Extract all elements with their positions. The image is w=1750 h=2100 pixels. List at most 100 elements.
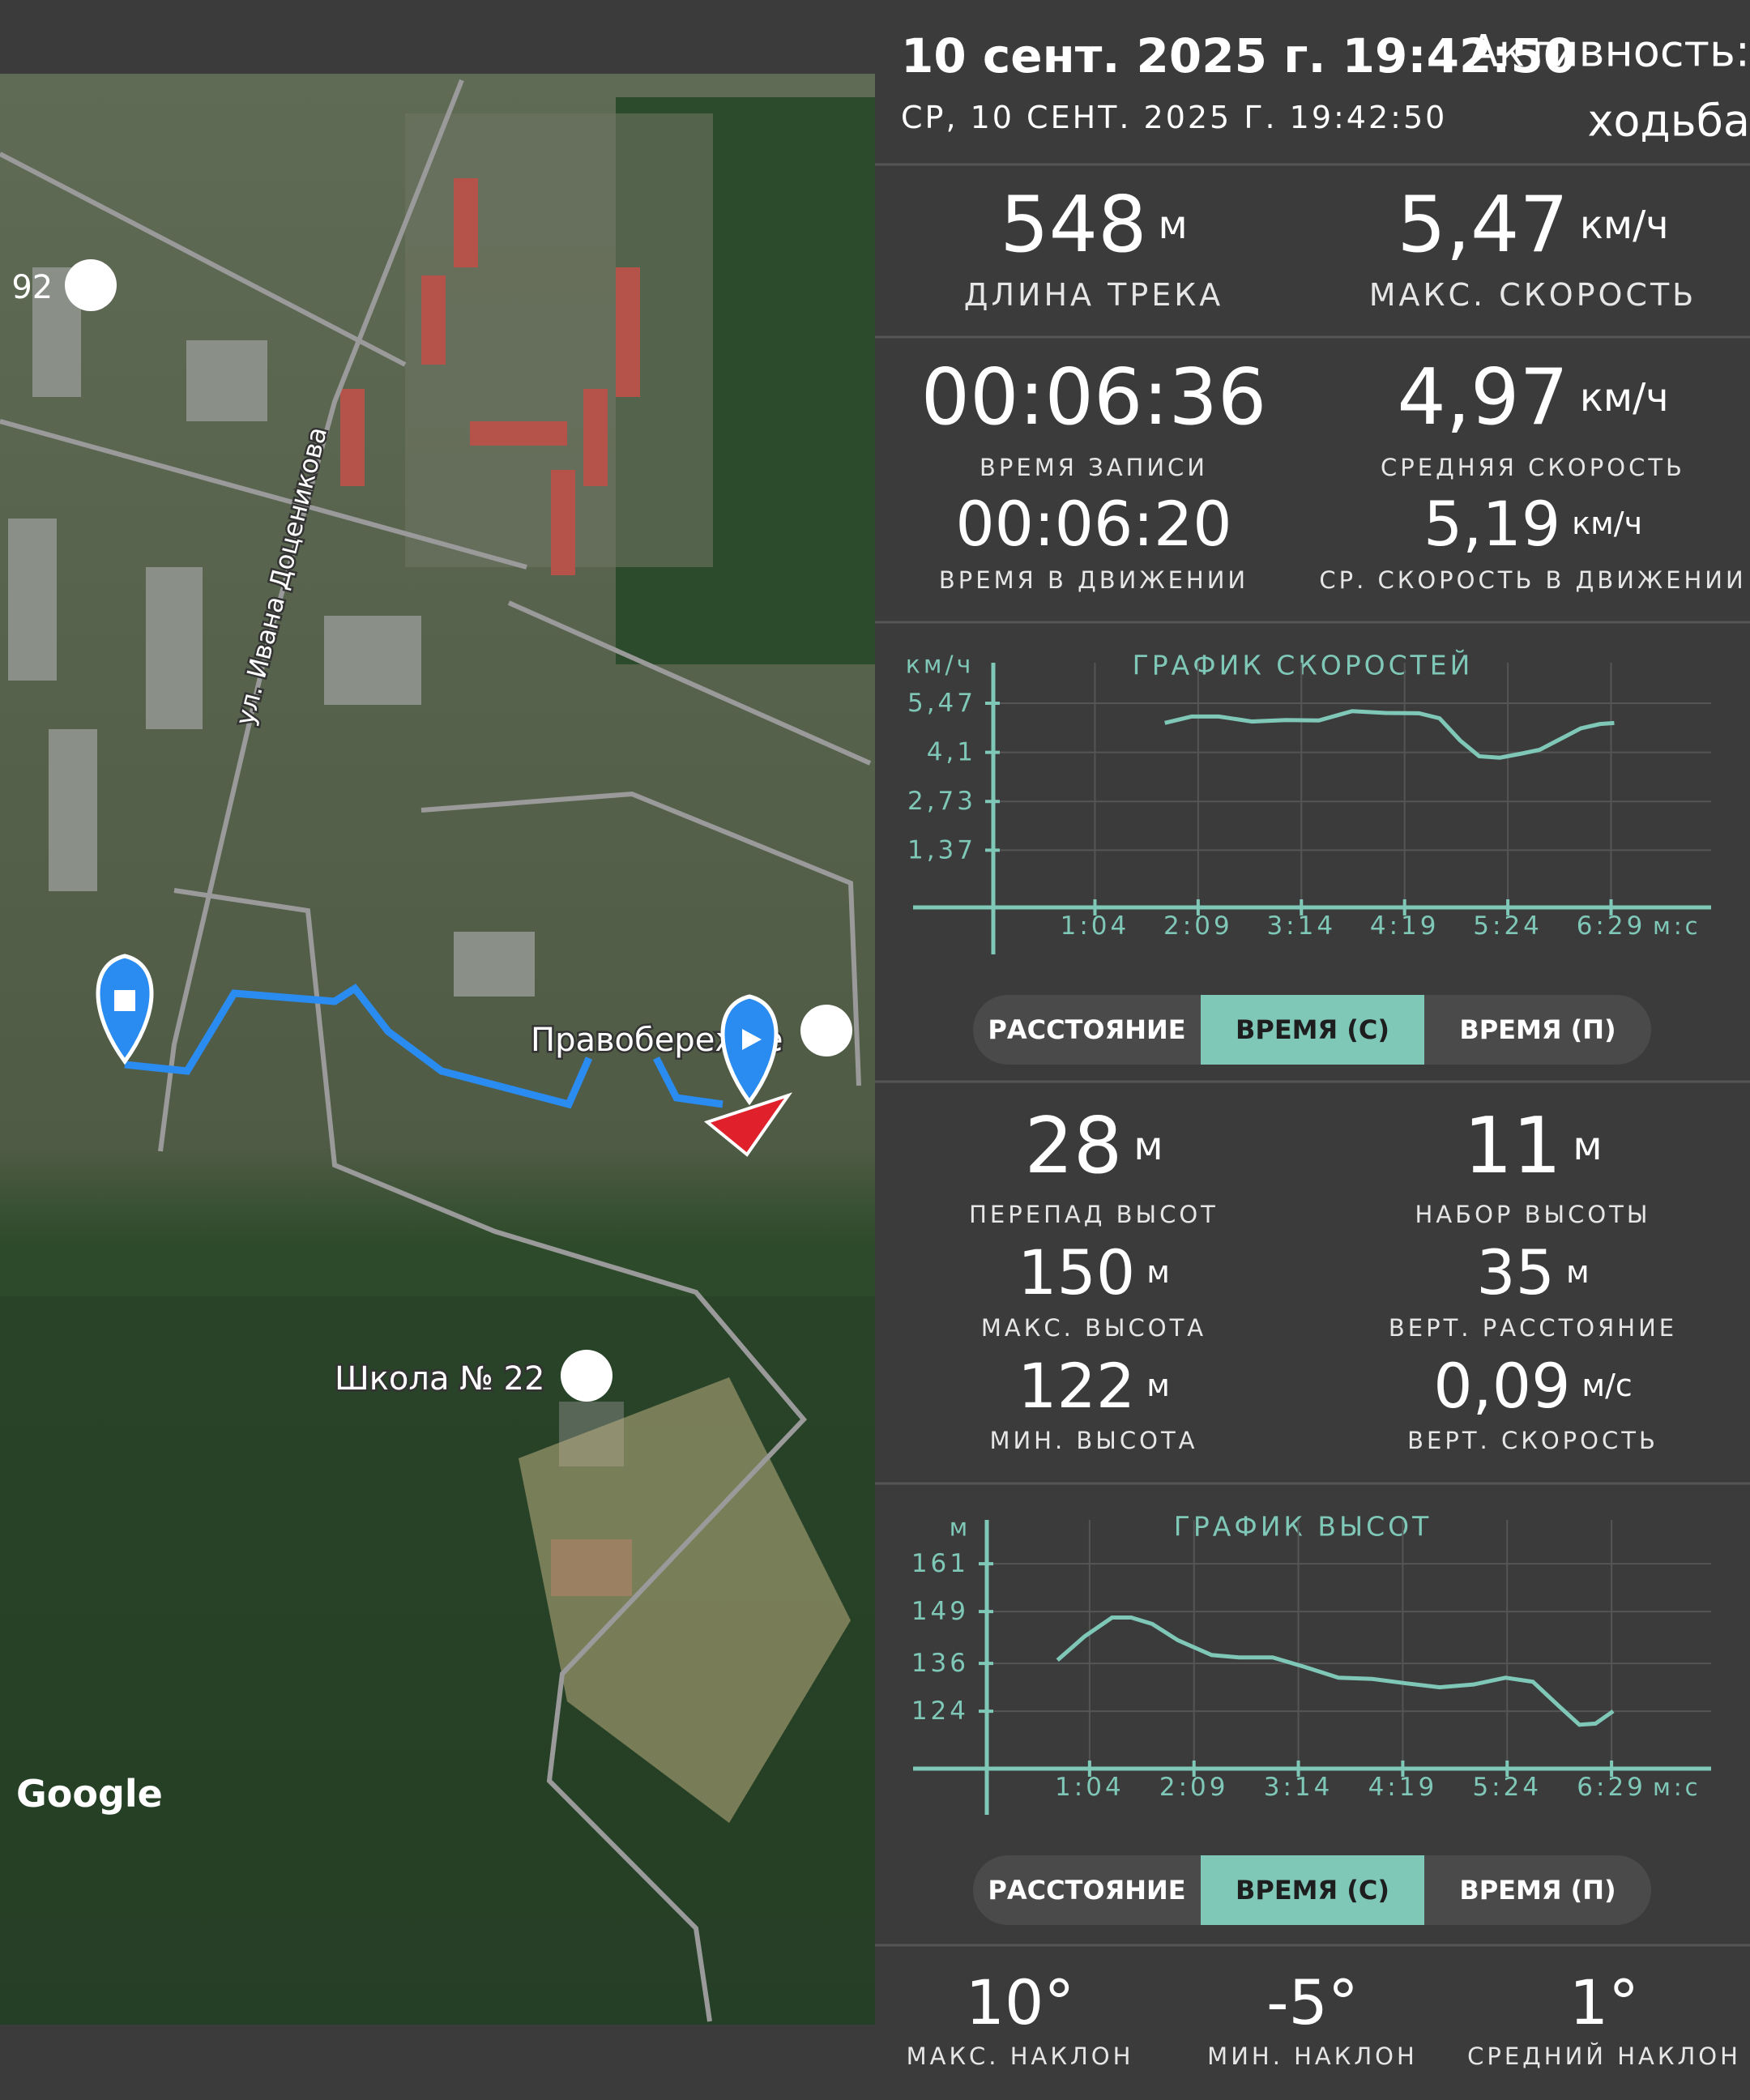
value: 5,47 bbox=[1397, 181, 1569, 270]
x-tick-label: 1:04 bbox=[1055, 1773, 1125, 1802]
x-tick-label: 3:14 bbox=[1264, 1773, 1334, 1802]
activity: ходьба bbox=[1587, 96, 1750, 147]
x-tick-label: 2:09 bbox=[1163, 911, 1233, 941]
x-tick-label: 4:19 bbox=[1368, 1773, 1438, 1802]
x-tick-label: 6:29 bbox=[1577, 911, 1646, 941]
x-tick-label: 1:04 bbox=[1061, 911, 1130, 941]
school-icon bbox=[65, 259, 117, 311]
header-subtitle: СР, 10 СЕНТ. 2025 Г. 19:42:50 bbox=[901, 100, 1447, 135]
y-tick-label: 2,73 bbox=[907, 787, 976, 816]
x-tick-label: 5:24 bbox=[1472, 1773, 1542, 1802]
tab[interactable]: ВРЕМЯ (С) bbox=[1236, 1014, 1389, 1045]
sand bbox=[519, 1377, 851, 1823]
stat-label: СР. СКОРОСТЬ В ДВИЖЕНИИ bbox=[1319, 566, 1746, 594]
start-icon bbox=[114, 990, 135, 1011]
tab-selected bbox=[1201, 1855, 1424, 1925]
separators bbox=[875, 163, 1750, 1947]
x-tick-label: 2:09 bbox=[1159, 1773, 1229, 1802]
chart-title: ГРАФИК СКОРОСТЕЙ bbox=[1133, 649, 1474, 681]
tab-selected bbox=[1201, 995, 1424, 1065]
value: 4,97 bbox=[1397, 353, 1569, 442]
activity-label: Активность: bbox=[1469, 26, 1750, 77]
tab[interactable]: ВРЕМЯ (П) bbox=[1459, 1875, 1616, 1906]
attribution: Google bbox=[16, 1772, 163, 1816]
chart-title: ГРАФИК ВЫСОТ bbox=[1174, 1511, 1432, 1543]
buildings bbox=[8, 267, 624, 1466]
stat-label: МАКС. НАКЛОН bbox=[907, 2042, 1134, 2070]
y-unit: м bbox=[950, 1514, 971, 1543]
value: 5,19 bbox=[1423, 488, 1560, 560]
stat-label: МАКС. СКОРОСТЬ bbox=[1369, 277, 1697, 313]
stat-value: 5,47 км/ч bbox=[1397, 181, 1668, 270]
tab[interactable]: ВРЕМЯ (П) bbox=[1459, 1014, 1616, 1045]
map: № 92 ул. Ивана Доценикова Правобережье Ш… bbox=[0, 74, 875, 2025]
y-tick-label: 161 bbox=[911, 1549, 969, 1578]
stat-label: ВЕРТ. СКОРОСТЬ bbox=[1407, 1427, 1658, 1454]
stat-value: 122 м bbox=[1018, 1350, 1170, 1422]
value: 10° bbox=[966, 1966, 1075, 2038]
stat-value: 00:06:20 bbox=[955, 488, 1231, 560]
stat-label: НАБОР ВЫСОТЫ bbox=[1415, 1201, 1651, 1228]
value: 00:06:36 bbox=[921, 353, 1267, 442]
stat-label: МИН. ВЫСОТА bbox=[989, 1427, 1197, 1454]
unit: м bbox=[1159, 203, 1188, 248]
stat-value: 10° bbox=[966, 1966, 1075, 2038]
stat-label: ВРЕМЯ В ДВИЖЕНИИ bbox=[939, 566, 1248, 594]
value: 00:06:20 bbox=[955, 488, 1231, 560]
stat-value: -5° bbox=[1266, 1966, 1359, 2038]
roads bbox=[0, 79, 872, 2022]
value: -5° bbox=[1266, 1966, 1359, 2038]
unit: м bbox=[1573, 1124, 1602, 1169]
tab[interactable]: РАССТОЯНИЕ bbox=[988, 1875, 1185, 1906]
tab[interactable]: ВРЕМЯ (С) bbox=[1236, 1875, 1389, 1906]
map-label: Школа № 22 bbox=[335, 1360, 544, 1398]
unit: м/с bbox=[1581, 1368, 1632, 1403]
x-tick-label: 3:14 bbox=[1266, 911, 1336, 941]
stat-value: 150 м bbox=[1018, 1236, 1170, 1308]
unit: м bbox=[1133, 1124, 1163, 1169]
stat-value: 0,09 м/с bbox=[1433, 1350, 1633, 1422]
stat-label: ВРЕМЯ ЗАПИСИ bbox=[980, 454, 1208, 481]
roofs bbox=[340, 178, 640, 1596]
stat-value: 35 м bbox=[1476, 1236, 1589, 1308]
unit: км/ч bbox=[1580, 375, 1669, 420]
stat-label: МИН. НАКЛОН bbox=[1207, 2042, 1418, 2070]
tab[interactable]: РАССТОЯНИЕ bbox=[988, 1014, 1185, 1045]
x-tick-label: 6:29 bbox=[1577, 1773, 1646, 1802]
unit: м bbox=[1146, 1368, 1170, 1403]
y-tick-label: 4,1 bbox=[927, 738, 976, 767]
end-icon bbox=[742, 1029, 762, 1050]
data-line bbox=[1056, 1616, 1615, 1727]
stat-value: 548 м bbox=[1000, 181, 1188, 270]
map-label: № 92 bbox=[0, 269, 53, 306]
y-tick-label: 136 bbox=[911, 1649, 969, 1678]
y-unit: км/ч bbox=[906, 651, 975, 680]
x-tick-label: 4:19 bbox=[1370, 911, 1440, 941]
stat-label: ПЕРЕПАД ВЫСОТ bbox=[969, 1201, 1219, 1228]
route bbox=[124, 983, 593, 1109]
y-tick-label: 5,47 bbox=[907, 689, 976, 718]
value: 548 bbox=[1000, 181, 1146, 270]
value: 1° bbox=[1569, 1966, 1639, 2038]
stat-value: 1° bbox=[1569, 1966, 1639, 2038]
value: 122 bbox=[1018, 1350, 1135, 1422]
y-tick-label: 124 bbox=[911, 1697, 969, 1726]
stat-value: 28 м bbox=[1024, 1102, 1163, 1191]
end-pin[interactable] bbox=[720, 994, 779, 1106]
x-tick-label: 5:24 bbox=[1473, 911, 1543, 941]
stat-value: 00:06:36 bbox=[921, 353, 1267, 442]
value: 150 bbox=[1018, 1236, 1135, 1308]
y-tick-label: 149 bbox=[911, 1597, 969, 1626]
stat-label: МАКС. ВЫСОТА bbox=[981, 1314, 1206, 1342]
poi-icon bbox=[800, 1005, 852, 1056]
position-arrow bbox=[703, 1092, 793, 1157]
x-unit: м:с bbox=[1653, 912, 1701, 940]
stat-label: СРЕДНЯЯ СКОРОСТЬ bbox=[1381, 454, 1685, 481]
value: 0,09 bbox=[1433, 1350, 1570, 1422]
stat-value: 5,19 км/ч bbox=[1423, 488, 1642, 560]
stat-label: ДЛИНА ТРЕКА bbox=[964, 277, 1223, 313]
value: 28 bbox=[1024, 1102, 1122, 1191]
y-tick-label: 1,37 bbox=[907, 835, 976, 864]
